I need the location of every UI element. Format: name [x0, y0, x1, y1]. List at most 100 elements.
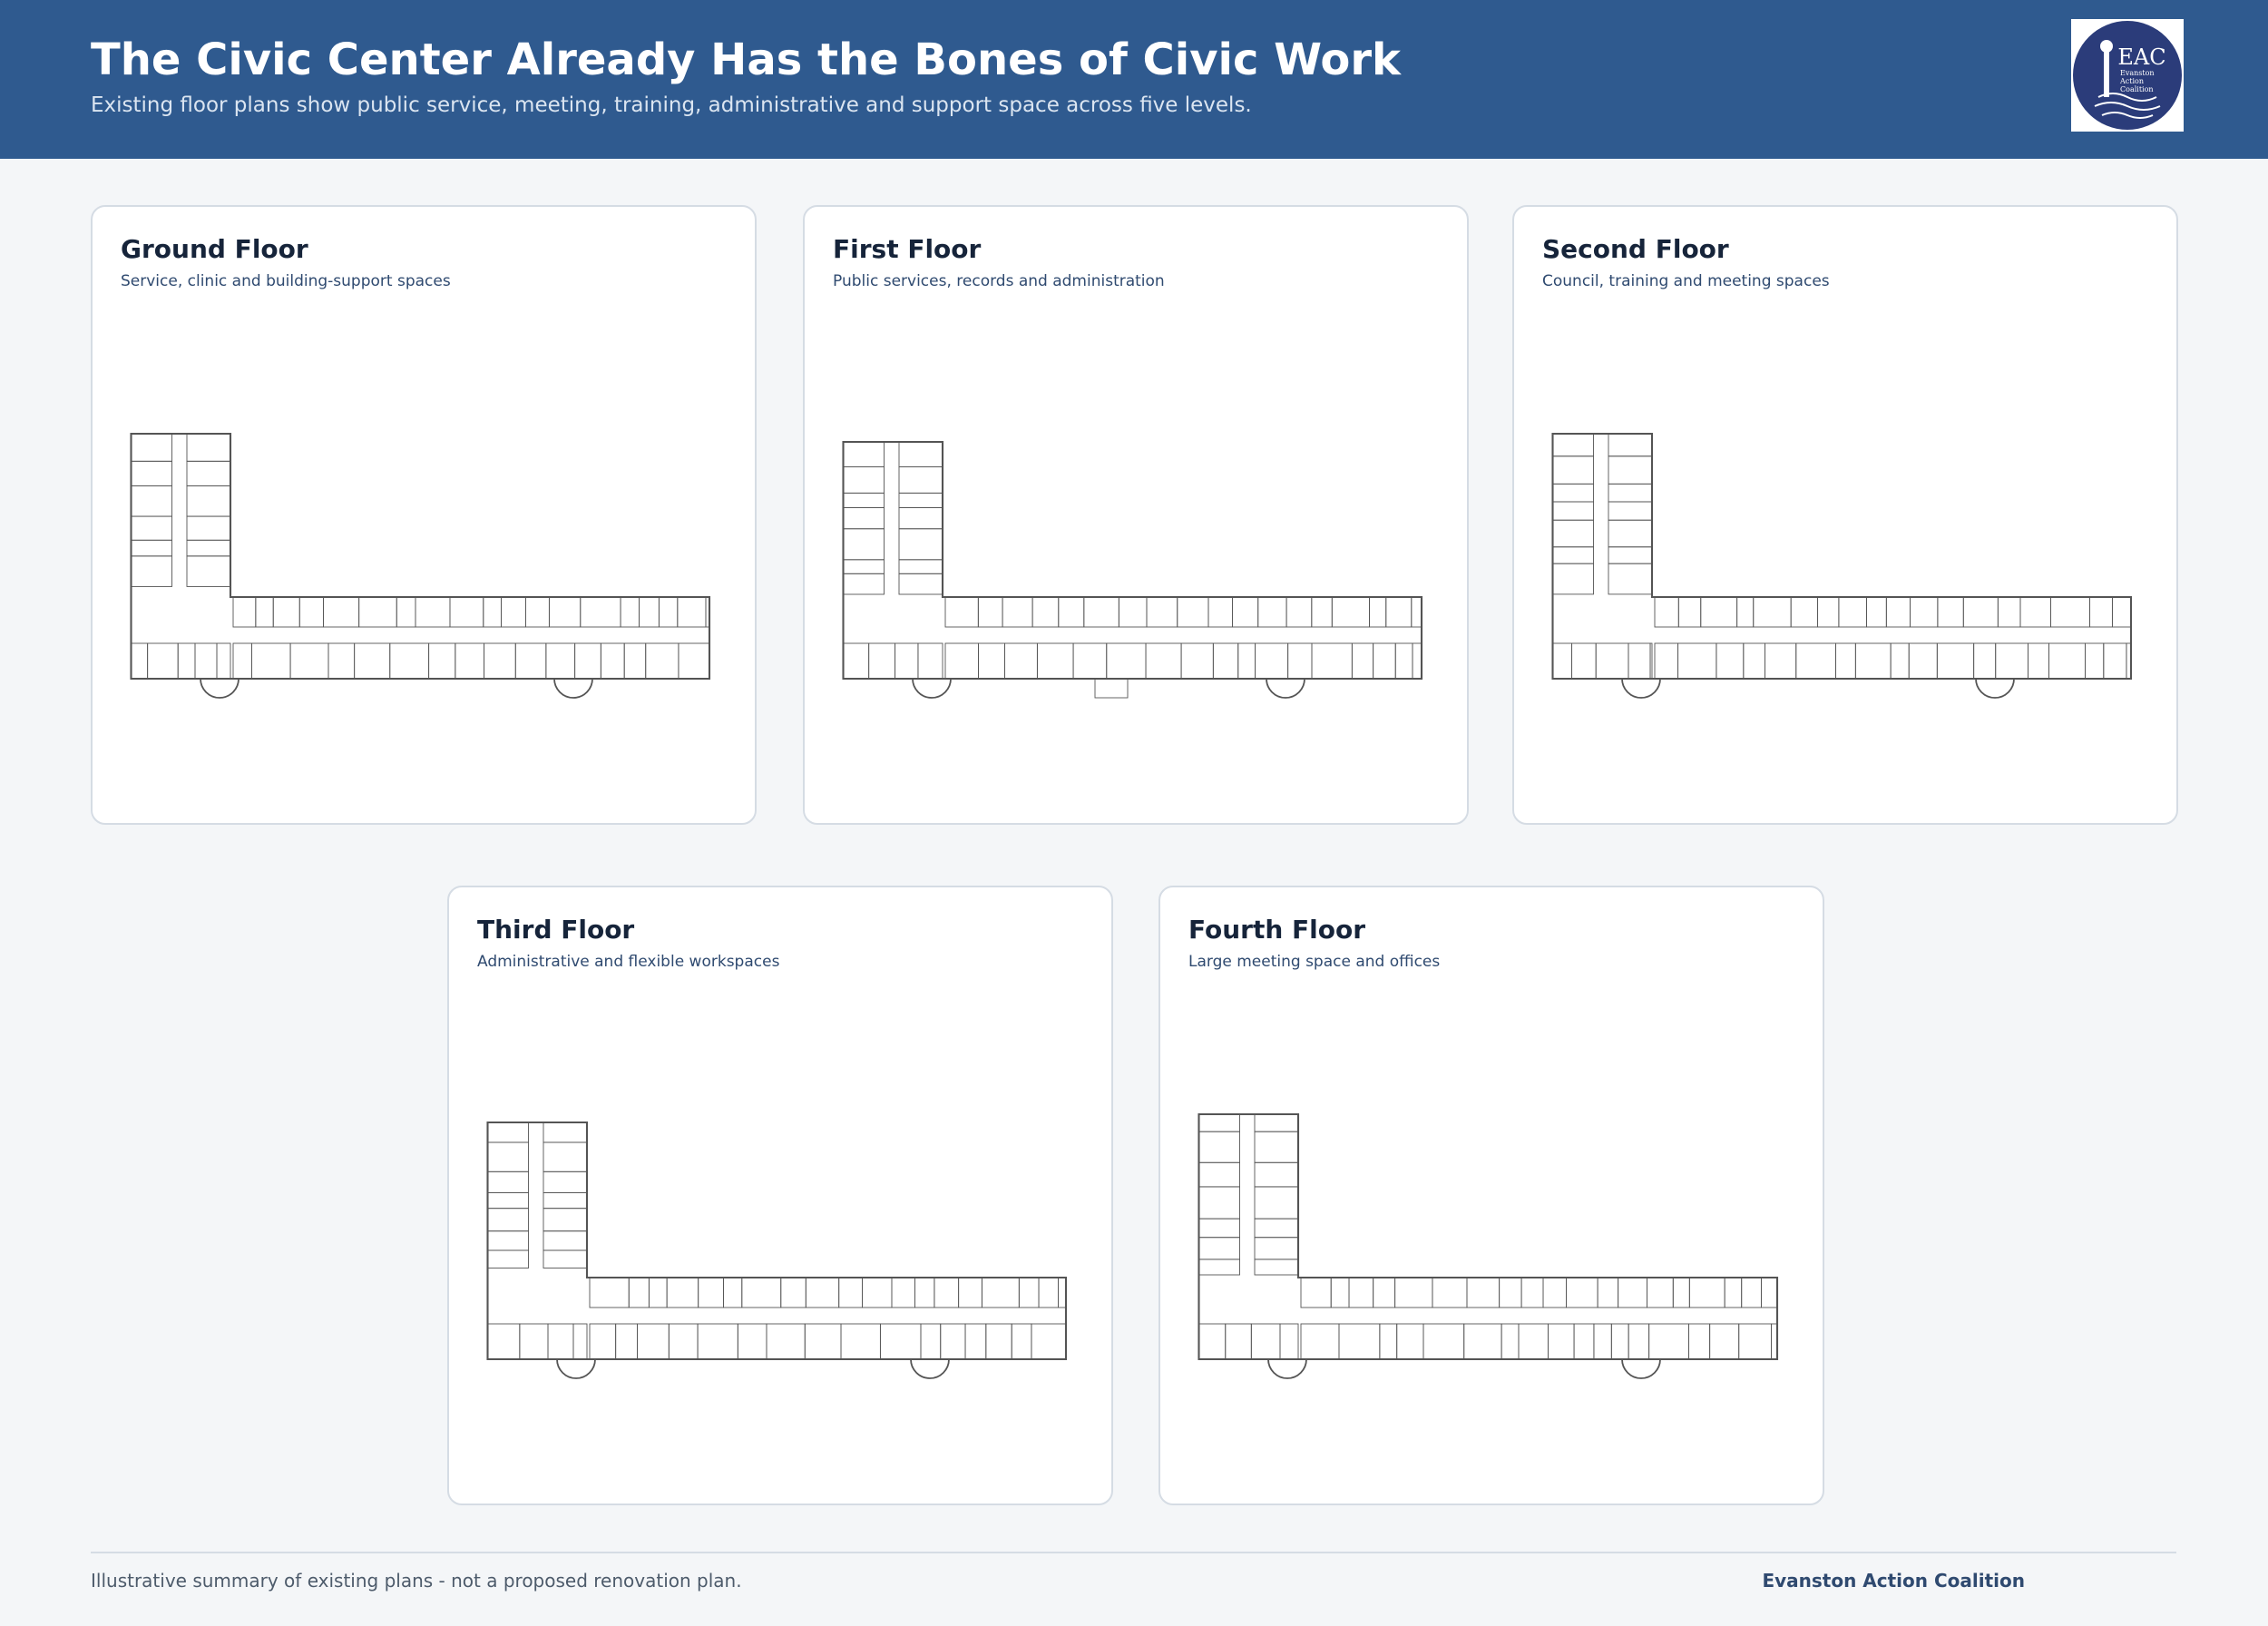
logo-lamp-head: [2100, 40, 2113, 53]
room: [1145, 642, 1182, 680]
room: [1083, 596, 1119, 628]
room: [1198, 1186, 1240, 1220]
bay: [556, 1358, 596, 1379]
room: [615, 1323, 638, 1360]
room: [1593, 1323, 1612, 1360]
room: [1250, 1323, 1281, 1360]
room: [1647, 1277, 1674, 1308]
room: [1198, 1218, 1240, 1239]
room: [1422, 1323, 1465, 1360]
room: [131, 642, 149, 680]
room: [547, 1323, 574, 1360]
room: [898, 441, 943, 467]
room: [1908, 642, 1938, 680]
room: [1649, 642, 1653, 680]
room: [879, 1323, 922, 1360]
room: [289, 642, 329, 680]
room: [698, 1277, 725, 1308]
room: [639, 596, 660, 628]
room: [1463, 1323, 1502, 1360]
room: [358, 596, 397, 628]
floor-title: Fourth Floor: [1188, 915, 1366, 945]
room: [580, 596, 621, 628]
room: [1348, 1277, 1374, 1308]
room: [1835, 642, 1856, 680]
room: [1595, 642, 1629, 680]
room: [920, 1323, 942, 1360]
room: [891, 1277, 915, 1308]
floor-plan: [130, 432, 711, 699]
floor-plan: [1198, 1112, 1779, 1379]
room: [843, 507, 885, 530]
room: [1709, 1323, 1740, 1360]
room: [487, 1122, 529, 1143]
room: [1608, 501, 1653, 521]
plan-lines: [842, 440, 1423, 699]
room: [272, 596, 300, 628]
room: [1311, 642, 1353, 680]
room: [1724, 1277, 1743, 1308]
room: [186, 460, 231, 486]
room: [483, 596, 502, 628]
room: [668, 1323, 699, 1360]
room: [620, 596, 640, 628]
floor-subtitle: Administrative and flexible workspaces: [477, 953, 780, 971]
room: [1753, 596, 1792, 628]
room: [487, 1323, 521, 1360]
bay: [912, 678, 952, 699]
room: [981, 1277, 1020, 1308]
floor-subtitle: Council, training and meeting spaces: [1542, 272, 1830, 290]
room: [1031, 1323, 1067, 1360]
room: [1146, 596, 1178, 628]
room: [186, 485, 231, 517]
room: [1411, 596, 1422, 628]
bay: [553, 678, 593, 699]
room: [1369, 596, 1387, 628]
room: [1031, 596, 1060, 628]
room: [2126, 642, 2132, 680]
room: [2103, 642, 2127, 680]
plan-outline: [1198, 1112, 1779, 1361]
room: [843, 642, 870, 680]
room: [1672, 1277, 1690, 1308]
room: [898, 559, 943, 574]
room: [1225, 1323, 1252, 1360]
room: [1552, 642, 1573, 680]
room: [840, 1323, 881, 1360]
room: [1608, 433, 1653, 457]
room: [1552, 501, 1594, 521]
room: [1608, 546, 1653, 564]
footer-rule: [91, 1552, 2176, 1553]
room: [2111, 596, 2132, 628]
room: [487, 1249, 529, 1268]
room: [843, 559, 885, 574]
room: [1255, 642, 1289, 680]
room: [1520, 1277, 1544, 1308]
room: [944, 642, 979, 680]
room: [186, 555, 231, 587]
room: [914, 1277, 935, 1308]
room: [543, 1141, 588, 1172]
bay: [1266, 678, 1305, 699]
floor-subtitle: Large meeting space and offices: [1188, 953, 1441, 971]
room: [737, 1323, 767, 1360]
room: [487, 1171, 529, 1193]
room: [543, 1230, 588, 1251]
room: [1542, 1277, 1568, 1308]
room: [1018, 1277, 1040, 1308]
logo-name: Action: [2119, 77, 2144, 85]
room: [1608, 455, 1653, 485]
room: [1038, 1277, 1060, 1308]
room: [1738, 1323, 1773, 1360]
footer-note: Illustrative summary of existing plans -…: [91, 1570, 742, 1592]
room: [194, 642, 218, 680]
room: [1995, 642, 2028, 680]
room: [1885, 596, 1911, 628]
room: [1771, 1323, 1778, 1360]
room: [1608, 519, 1653, 548]
room: [1207, 596, 1234, 628]
room: [985, 1323, 1012, 1360]
room: [1795, 642, 1836, 680]
room: [1628, 642, 1651, 680]
room: [705, 596, 710, 628]
